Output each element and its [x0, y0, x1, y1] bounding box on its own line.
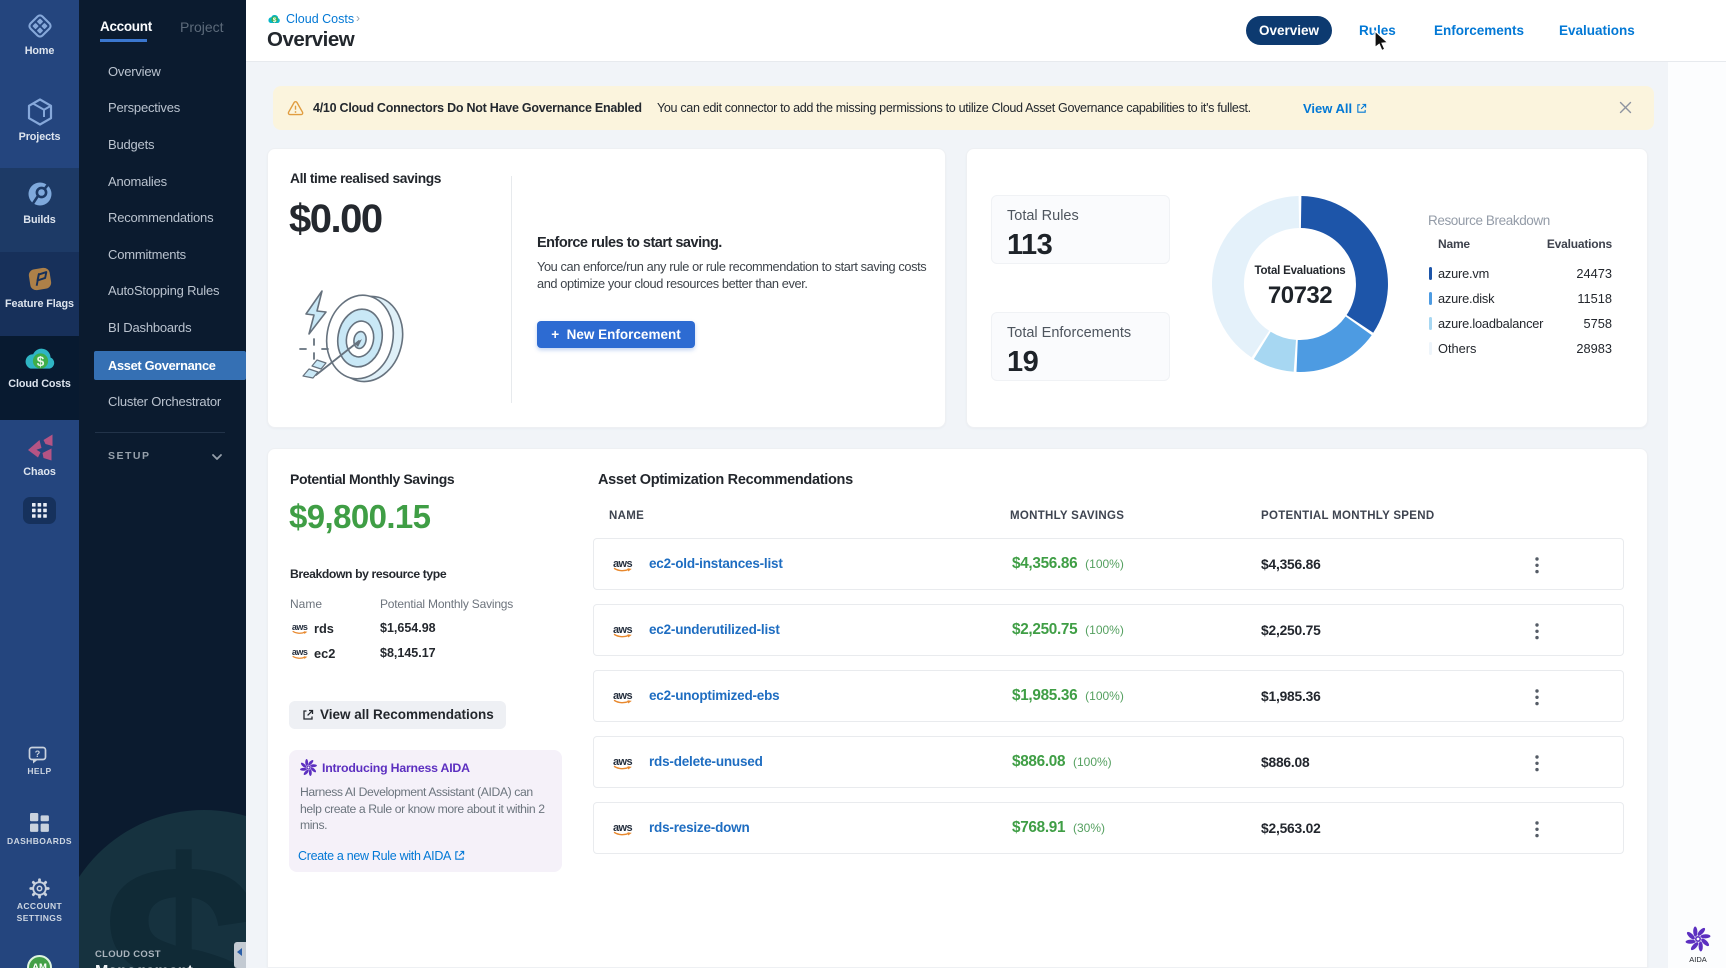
- svg-text:$: $: [36, 354, 44, 369]
- svg-text:aws: aws: [292, 622, 308, 632]
- svg-text:$: $: [273, 17, 277, 24]
- svg-text:aws: aws: [613, 822, 632, 834]
- svg-text:aws: aws: [613, 756, 632, 768]
- svg-text:aws: aws: [613, 624, 632, 636]
- svg-text:$: $: [100, 800, 246, 968]
- svg-text:aws: aws: [292, 647, 308, 657]
- svg-text:aws: aws: [613, 690, 632, 702]
- svg-text:?: ?: [35, 749, 41, 759]
- svg-text:aws: aws: [613, 558, 632, 570]
